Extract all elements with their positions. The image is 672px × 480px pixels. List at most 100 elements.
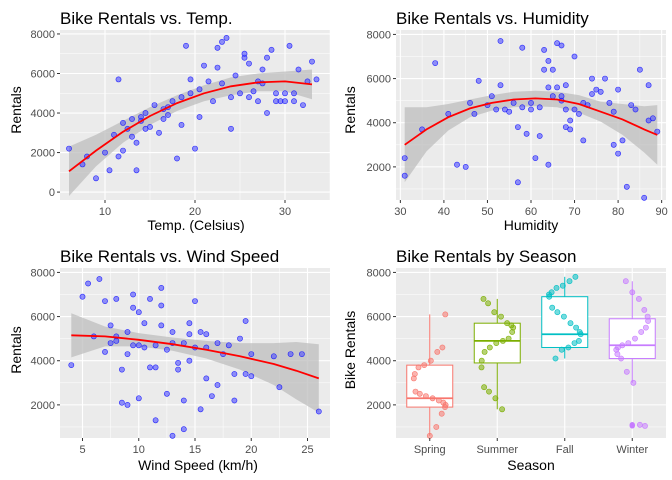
jitter-point [565,344,572,351]
data-point-humidity [589,75,595,82]
data-point-humidity [597,88,604,95]
x-tick-label-wind: 25 [301,444,313,456]
data-point-wind [158,284,165,291]
data-point-wind [102,348,108,355]
data-point-humidity [567,126,574,133]
data-point-wind [158,322,165,329]
data-point-temp [295,66,302,73]
data-point-humidity [567,117,574,124]
data-point-temp [259,66,266,73]
x-tick-label-temp: 30 [279,206,291,218]
data-point-temp [201,62,207,69]
jitter-point [481,384,487,391]
jitter-point [411,371,418,377]
data-point-temp [205,78,212,85]
data-point-humidity [602,75,608,82]
data-point-temp [282,98,288,105]
jitter-point [576,337,582,344]
data-point-humidity [606,100,613,106]
data-point-humidity [623,183,630,190]
data-point-temp [115,153,122,160]
y-ticks-wind: 2000 4000 6000 8000 [31,267,60,412]
x-tick-label-humidity: 90 [656,206,668,218]
jitter-point [638,329,645,335]
data-point-humidity [541,66,547,73]
data-point-humidity [532,155,539,161]
data-point-humidity [628,102,635,108]
y-tick-label-temp: 8000 [31,29,55,41]
data-point-temp [187,90,194,97]
jitter-point [619,342,626,349]
jitter-point [435,397,442,404]
y-tick-label-humidity: 8000 [367,29,391,41]
data-point-wind [124,351,131,357]
data-point-temp [228,94,234,101]
jitter-point [549,304,556,311]
data-point-temp [273,90,279,97]
jitter-point [442,311,449,318]
data-point-wind [130,342,136,349]
data-point-wind [152,417,159,424]
y-ticks-temp: 0 2000 4000 6000 8000 [31,29,60,199]
x-tick-label-season: Fall [556,444,574,456]
data-point-temp [255,98,261,105]
y-axis-label-wind: Rentals [8,326,24,373]
data-point-temp [291,98,297,105]
data-point-temp [192,145,198,152]
chart-title-temp: Bike Rentals vs. Temp. [60,9,233,28]
data-point-humidity [401,172,408,179]
trend-line-temp [68,80,313,173]
y-ticks-humidity: 2000 4000 6000 8000 [367,29,396,174]
data-point-wind [147,364,153,371]
data-point-wind [276,384,283,391]
data-point-wind [231,397,238,404]
data-point-temp [129,133,135,140]
panel-temp: Bike Rentals vs. Temp. 10 20 30 0 2000 4000 6… [8,9,331,233]
data-point-humidity [545,84,552,91]
data-point-humidity [523,130,530,137]
x-axis-label-wind: Wind Speed (km/h) [138,457,258,473]
data-point-wind [68,362,75,368]
data-point-temp [246,60,252,67]
jitter-point [427,357,434,364]
x-axis-label-season: Season [507,457,554,473]
data-point-temp [268,46,275,53]
jitter-point [629,289,636,296]
data-point-humidity [519,104,526,111]
data-point-wind [135,342,142,349]
data-point-temp [115,76,122,83]
data-point-temp [178,122,185,128]
data-point-wind [298,351,305,357]
jitter-point [412,388,419,395]
data-point-wind [141,320,148,327]
data-point-humidity [401,155,408,161]
boxplot-summer [473,295,521,413]
fit-ribbon-humidity [404,90,658,183]
data-point-temp [151,102,158,108]
data-point-wind [163,390,170,397]
data-point-humidity [580,137,587,144]
data-point-wind [231,371,238,377]
y-tick-label-season: 4000 [367,356,391,368]
data-point-temp [102,149,108,156]
data-point-humidity [562,124,569,130]
data-point-wind [203,375,210,382]
data-point-temp [214,44,221,51]
jitter-point [630,379,637,386]
jitter-point [567,320,574,327]
data-point-humidity [619,137,626,144]
fit-line-humidity [404,97,658,146]
jitter-point [499,337,506,344]
data-point-humidity [519,44,526,51]
data-point-humidity [554,84,560,91]
data-point-humidity [488,93,495,100]
jitter-point [485,300,491,307]
data-point-humidity [610,108,617,115]
data-point-temp [169,98,176,105]
panel-wind: Bike Rentals vs. Wind Speed 5 10 15 20 25 20… [8,247,330,473]
data-point-humidity [645,82,652,89]
chart-title-season: Bike Rentals by Season [396,247,577,266]
data-point-wind [107,340,114,346]
jitter-point [548,289,555,296]
